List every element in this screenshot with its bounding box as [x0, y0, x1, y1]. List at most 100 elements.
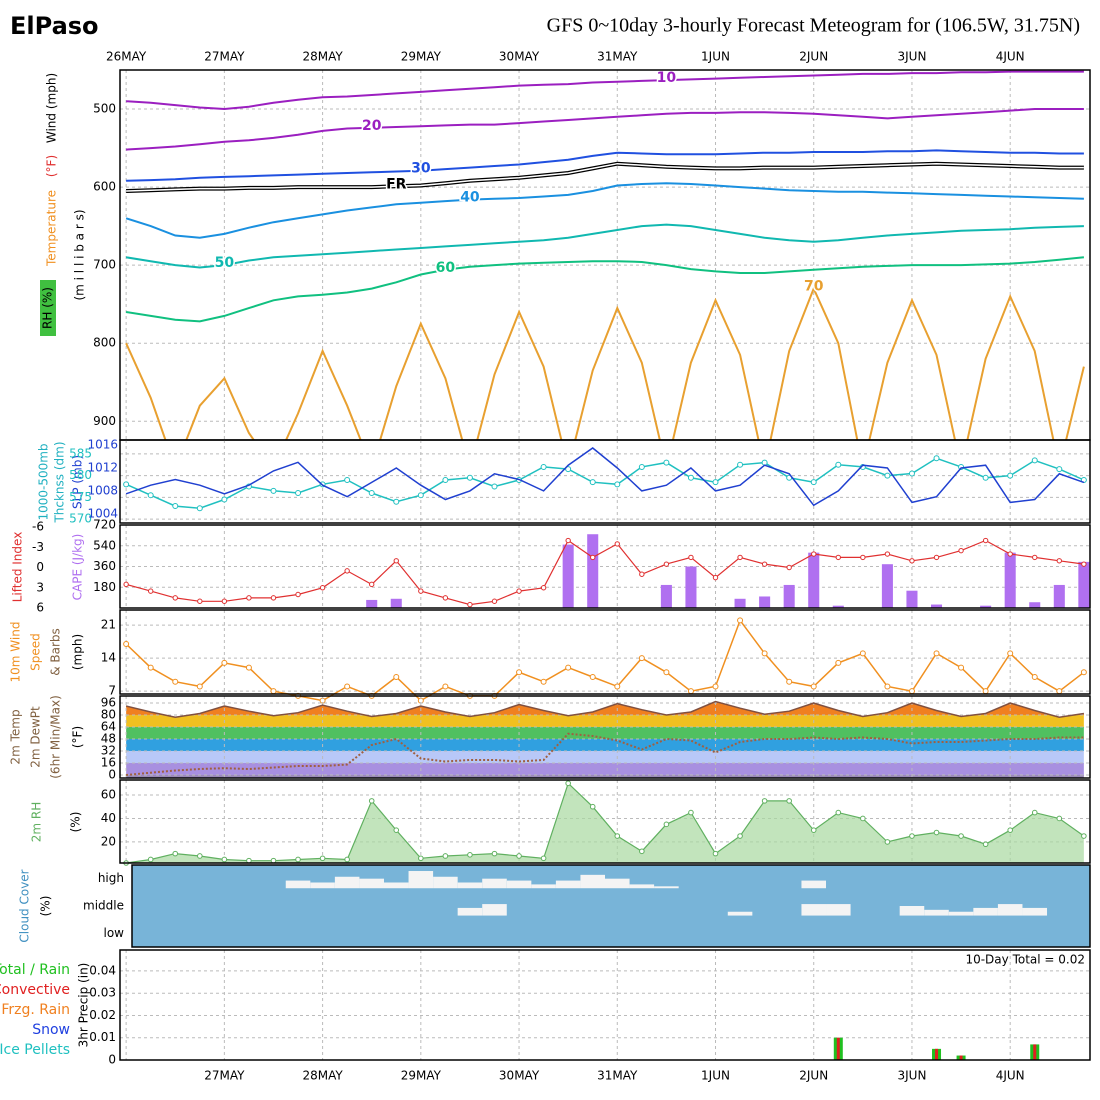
y-label: (°F): [45, 155, 59, 177]
cloud-block: [359, 878, 384, 889]
x-tick-label: 3JUN: [897, 50, 926, 64]
y-tick-label: 14: [101, 651, 116, 665]
y-tick-label: 800: [93, 336, 116, 350]
data-point: [1081, 561, 1087, 567]
data-point: [467, 851, 473, 858]
data-point: [908, 470, 915, 477]
x-tick-label: 4JUN: [996, 1069, 1025, 1083]
data-point: [589, 674, 596, 681]
x-tick-label: 1JUN: [701, 1069, 730, 1083]
data-point: [123, 581, 129, 588]
data-point: [687, 474, 694, 481]
data-point: [614, 683, 621, 690]
y-label: Thcknss (dm): [53, 441, 67, 523]
y-label: (%): [69, 812, 83, 833]
freezing-level: [126, 162, 1084, 192]
data-point: [270, 595, 277, 601]
data-point: [933, 650, 940, 657]
contour-label: 70: [804, 279, 824, 295]
contour-label: 60: [436, 260, 456, 276]
y-tick-label: 0.03: [89, 986, 116, 1000]
y-label: (6hr Min/Max): [49, 695, 63, 779]
data-point: [540, 855, 547, 862]
x-tick-label: 3JUN: [897, 1069, 926, 1083]
data-point: [172, 595, 178, 601]
cloud-block: [433, 876, 458, 889]
y-tick-label: 540: [93, 538, 116, 552]
y-tick-label: 1012: [87, 461, 118, 475]
x-tick-label: 2JUN: [799, 50, 828, 64]
data-point: [663, 669, 670, 676]
data-point: [295, 490, 302, 497]
data-point: [712, 683, 719, 690]
series-line: [125, 700, 1085, 718]
data-point: [245, 664, 252, 671]
data-point: [589, 803, 596, 810]
precip-bar: [1033, 1044, 1037, 1060]
y-tick-label: 96: [101, 695, 116, 709]
cloud-block: [727, 911, 753, 916]
data-point: [909, 558, 915, 564]
data-point: [540, 463, 547, 470]
data-point: [688, 809, 694, 816]
y-tick-label: 21: [101, 618, 116, 632]
cape-bar: [1053, 584, 1065, 608]
legend-entry: Snow: [32, 1022, 70, 1038]
data-point: [147, 664, 154, 671]
data-point: [810, 827, 817, 833]
cloud-block: [555, 880, 581, 889]
legend-entry: Ice Pellets: [0, 1042, 70, 1058]
cape-bar: [1004, 552, 1016, 608]
cloud-block: [826, 904, 851, 916]
data-point: [859, 650, 866, 657]
y-tick-label: 40: [101, 811, 116, 825]
y-tick-label: 600: [93, 180, 116, 194]
x-tick-label: 27MAY: [204, 50, 245, 64]
y-tick-label: 0.02: [89, 1008, 116, 1022]
cloud-block: [629, 884, 655, 889]
isotherm: [125, 223, 1084, 269]
data-point: [491, 483, 498, 490]
data-point: [908, 688, 915, 695]
data-point: [639, 571, 645, 577]
data-point: [565, 537, 571, 544]
cloud-block: [482, 904, 507, 916]
y-label: & Barbs: [49, 628, 63, 676]
cape-bar: [366, 599, 378, 608]
series-line: [126, 732, 1084, 776]
cloud-block: [997, 904, 1023, 916]
annotation: 10-Day Total = 0.02: [965, 953, 1085, 967]
data-point: [565, 780, 571, 787]
data-point: [221, 659, 228, 666]
y-tick-label: low: [104, 926, 125, 940]
data-point: [712, 479, 719, 486]
data-point: [663, 561, 670, 567]
data-point: [737, 461, 744, 468]
data-point: [172, 850, 179, 857]
temp-band: [126, 714, 1084, 727]
cloud-block: [285, 880, 311, 889]
cloud-block: [973, 907, 998, 916]
data-point: [442, 595, 449, 601]
panel-frame: [119, 439, 1091, 524]
data-point: [295, 591, 301, 598]
cape-bar: [390, 598, 402, 608]
cape-bar: [881, 564, 893, 608]
data-point: [835, 809, 842, 816]
rh-swatch: [40, 280, 56, 336]
data-point: [418, 588, 424, 594]
cloud-block: [383, 882, 409, 889]
precip-bar: [836, 1037, 840, 1060]
data-point: [1080, 669, 1087, 676]
data-point: [344, 476, 351, 483]
cape-bar: [562, 544, 574, 608]
y-tick-label: 7: [108, 684, 116, 698]
data-point: [418, 855, 424, 862]
station-name: ElPaso: [10, 12, 99, 40]
x-tick-label: 4JUN: [996, 50, 1025, 64]
data-point: [761, 459, 768, 466]
data-point: [982, 474, 989, 481]
data-point: [442, 476, 449, 483]
data-point: [221, 598, 228, 604]
y-tick-label: 585: [69, 446, 92, 460]
